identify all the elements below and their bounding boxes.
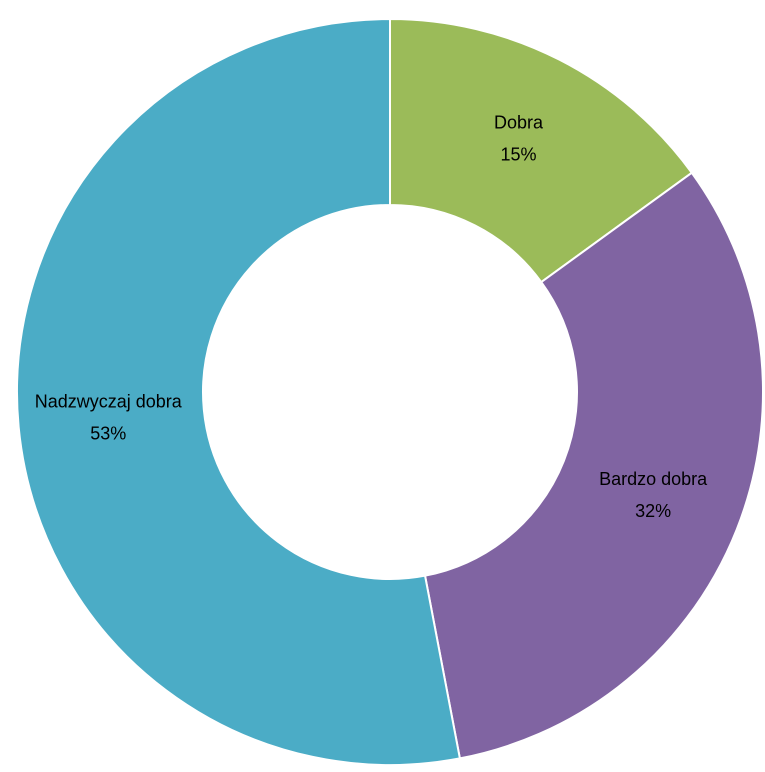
- donut-segment: [423, 171, 764, 760]
- donut-segment: [16, 17, 462, 766]
- segment-value-label: 53%: [90, 423, 126, 443]
- segment-value-label: 32%: [635, 501, 671, 521]
- segment-value-label: 15%: [500, 145, 536, 165]
- segment-label: Dobra: [494, 113, 544, 133]
- segment-label: Bardzo dobra: [599, 469, 708, 489]
- segment-label: Nadzwyczaj dobra: [35, 391, 183, 411]
- donut-segment: [389, 17, 694, 284]
